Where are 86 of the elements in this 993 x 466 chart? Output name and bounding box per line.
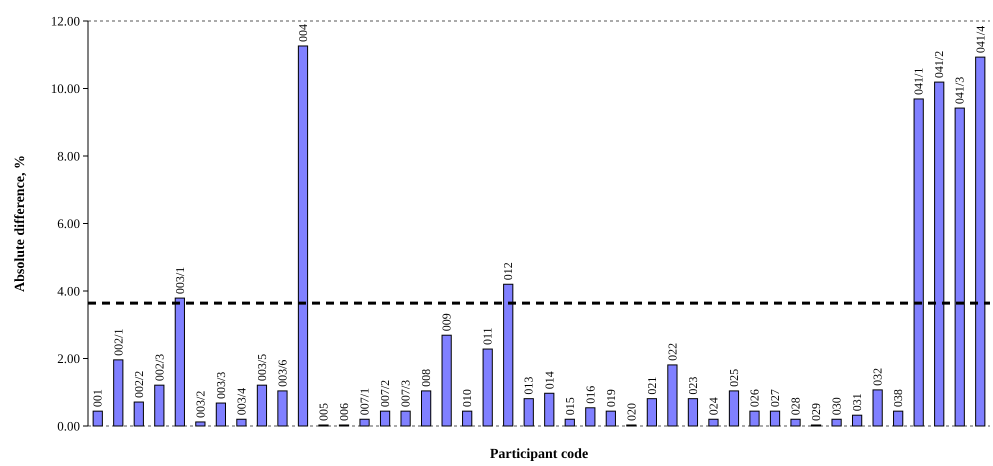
bar [872, 389, 883, 426]
x-tick-label: 020 [624, 402, 638, 421]
bar [277, 390, 288, 426]
bar [195, 421, 206, 426]
x-tick-label: 007/1 [358, 388, 372, 416]
x-tick-label: 015 [562, 397, 577, 416]
y-tick-label: 0.00 [57, 418, 80, 434]
x-tick-label: 007/3 [398, 380, 413, 408]
x-tick-label: 032 [870, 368, 885, 386]
bar [893, 410, 904, 426]
x-tick-label: 028 [788, 397, 803, 416]
y-tick-label: 10.00 [50, 81, 80, 96]
x-tick-label: 041/1 [912, 68, 926, 95]
x-tick-label: 016 [583, 386, 598, 404]
bar [442, 334, 452, 426]
bar [606, 410, 616, 426]
bar [708, 418, 719, 426]
x-tick-label: 038 [891, 389, 906, 408]
bar [831, 418, 842, 426]
bar [770, 410, 780, 426]
x-tick-label: 029 [809, 402, 824, 421]
bar [113, 359, 124, 426]
bar [154, 384, 164, 426]
y-tick-label: 8.00 [57, 148, 80, 164]
x-tick-label: 024 [706, 397, 720, 416]
bar [216, 402, 226, 426]
bar [646, 398, 657, 426]
x-tick-label: 012 [501, 262, 516, 280]
x-tick-label: 003/1 [172, 266, 187, 294]
x-tick-label: 022 [665, 342, 680, 361]
x-tick-label: 005 [316, 402, 331, 421]
x-tick-label: 041/4 [973, 26, 988, 54]
x-tick-label: 021 [644, 376, 659, 395]
x-tick-label: 041/2 [932, 50, 946, 78]
y-axis-title: Absolute difference, % [13, 155, 28, 292]
bar [852, 414, 862, 426]
x-tick-label: 019 [604, 389, 618, 408]
x-tick-label: 030 [830, 397, 844, 416]
bar [462, 410, 472, 426]
bar [421, 390, 432, 426]
x-tick-label: 004 [296, 24, 310, 42]
x-tick-label: 003/3 [214, 372, 228, 400]
bar [524, 398, 534, 426]
bar [728, 390, 740, 426]
x-tick-label: 002/2 [132, 370, 146, 398]
x-axis-title: Participant code [490, 447, 588, 462]
x-tick-label: 011 [480, 327, 495, 346]
x-tick-label: 003/6 [275, 360, 290, 387]
x-tick-label: 027 [768, 389, 782, 408]
bar [256, 384, 268, 426]
bar [585, 407, 596, 426]
bar [92, 410, 103, 426]
bar [359, 418, 370, 426]
x-tick-label: 003/5 [254, 354, 269, 382]
x-tick-label: 007/2 [378, 380, 392, 408]
x-tick-label: 002/3 [152, 354, 166, 382]
x-tick-label: 014 [542, 371, 556, 390]
x-tick-label: 013 [522, 376, 536, 395]
x-tick-label: 006 [337, 402, 352, 421]
bar [790, 418, 801, 426]
x-tick-label: 003/2 [193, 390, 208, 418]
bar [236, 418, 247, 426]
bar [134, 402, 144, 426]
y-tick-label: 12.00 [50, 14, 80, 29]
x-tick-label: 010 [460, 389, 474, 408]
bar [544, 392, 554, 426]
x-tick-label: 008 [419, 368, 434, 387]
x-tick-label: 001 [90, 389, 105, 408]
bar [482, 348, 493, 426]
x-tick-label: 025 [726, 368, 741, 387]
y-tick-label: 4.00 [57, 284, 80, 299]
x-tick-label: 031 [850, 393, 864, 412]
x-tick-label: 026 [747, 389, 762, 408]
y-tick-label: 6.00 [57, 216, 80, 232]
x-tick-label: 009 [440, 313, 454, 332]
bar [400, 410, 411, 426]
y-tick-label: 2.00 [57, 351, 80, 366]
bar [749, 410, 760, 426]
bar [564, 418, 575, 426]
bar [688, 398, 698, 426]
x-tick-label: 002/1 [111, 328, 126, 356]
x-tick-label: 003/4 [234, 388, 248, 416]
x-tick-label: 041/3 [952, 76, 967, 104]
bar [667, 364, 678, 426]
bar [380, 410, 390, 426]
x-tick-label: 023 [686, 376, 700, 395]
